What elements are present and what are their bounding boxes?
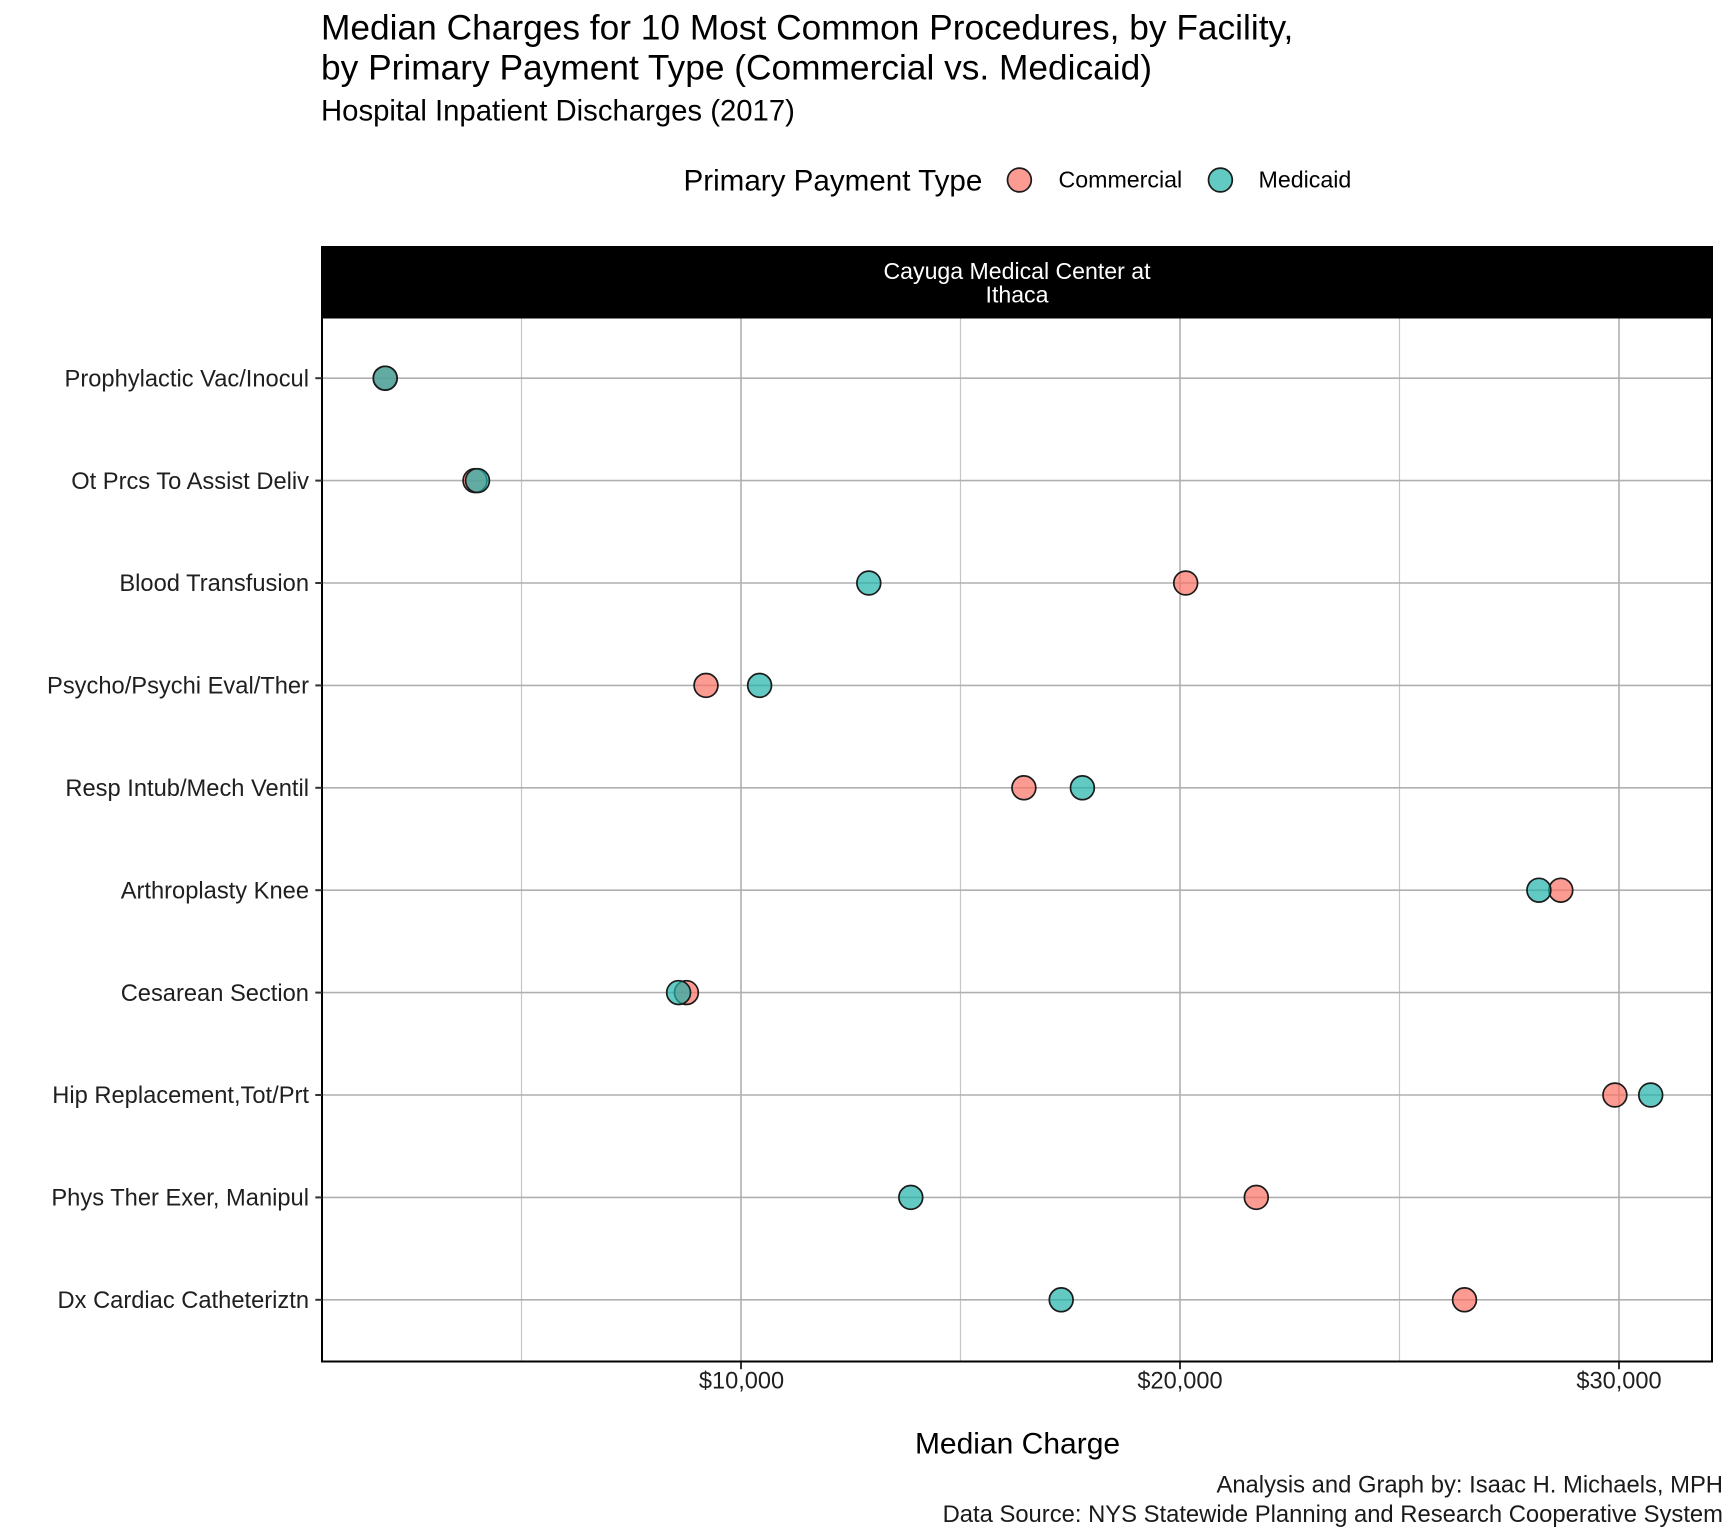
svg-text:by Primary Payment Type (Comme: by Primary Payment Type (Commercial vs. … bbox=[321, 49, 1152, 88]
svg-text:Ithaca: Ithaca bbox=[986, 282, 1049, 308]
svg-text:Phys Ther Exer, Manipul: Phys Ther Exer, Manipul bbox=[51, 1186, 309, 1212]
svg-text:Commercial: Commercial bbox=[1059, 167, 1183, 193]
svg-text:Analysis and Graph by: Isaac H: Analysis and Graph by: Isaac H. Michaels… bbox=[1216, 1472, 1723, 1499]
svg-text:Dx Cardiac Catheteriztn: Dx Cardiac Catheteriztn bbox=[58, 1288, 309, 1314]
svg-text:Hospital Inpatient Discharges: Hospital Inpatient Discharges (2017) bbox=[321, 95, 795, 128]
svg-text:Data Source: NYS Statewide Pla: Data Source: NYS Statewide Planning and … bbox=[943, 1501, 1723, 1528]
svg-text:Cesarean Section: Cesarean Section bbox=[121, 981, 309, 1007]
svg-text:Primary Payment Type: Primary Payment Type bbox=[684, 164, 983, 197]
svg-text:Prophylactic Vac/Inocul: Prophylactic Vac/Inocul bbox=[65, 366, 309, 392]
svg-text:Blood Transfusion: Blood Transfusion bbox=[119, 571, 309, 597]
svg-text:$10,000: $10,000 bbox=[699, 1368, 784, 1394]
svg-text:Hip Replacement,Tot/Prt: Hip Replacement,Tot/Prt bbox=[52, 1083, 309, 1109]
svg-text:Resp Intub/Mech Ventil: Resp Intub/Mech Ventil bbox=[65, 776, 309, 802]
svg-text:$20,000: $20,000 bbox=[1137, 1368, 1222, 1394]
svg-text:Median Charge: Median Charge bbox=[915, 1428, 1120, 1461]
svg-text:Medicaid: Medicaid bbox=[1259, 167, 1352, 193]
svg-text:Psycho/Psychi Eval/Ther: Psycho/Psychi Eval/Ther bbox=[47, 674, 309, 700]
svg-text:Ot Prcs To Assist Deliv: Ot Prcs To Assist Deliv bbox=[71, 469, 309, 495]
svg-text:Cayuga Medical Center at: Cayuga Medical Center at bbox=[884, 258, 1152, 284]
svg-text:$30,000: $30,000 bbox=[1576, 1368, 1661, 1394]
svg-text:Arthroplasty Knee: Arthroplasty Knee bbox=[121, 878, 309, 904]
svg-text:Median Charges for 10 Most Com: Median Charges for 10 Most Common Proced… bbox=[321, 9, 1293, 48]
